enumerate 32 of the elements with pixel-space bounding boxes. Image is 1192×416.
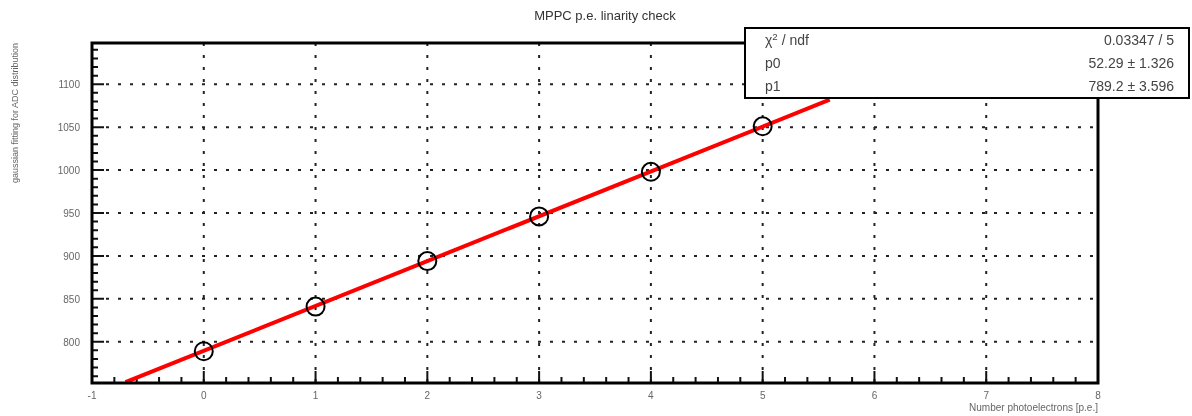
x-tick-label: 0: [201, 390, 207, 401]
y-tick-label: 950: [63, 208, 81, 219]
y-tick-label: 900: [63, 250, 81, 262]
y-tick-label: 800: [63, 336, 81, 348]
x-tick-label: 2: [424, 390, 431, 401]
x-tick-label: 3: [536, 390, 543, 401]
y-tick-label: 1050: [57, 122, 81, 134]
x-tick-label: 5: [759, 390, 766, 401]
y-tick-label: 1100: [58, 79, 81, 91]
point: [305, 296, 326, 317]
x-tick-label: -1: [87, 390, 97, 401]
point: [640, 161, 661, 182]
x-tick-label: 7: [983, 390, 990, 401]
point: [752, 116, 773, 137]
y-tick-label: 1000: [57, 165, 81, 177]
x-tick-label: 4: [648, 390, 655, 401]
point: [529, 206, 550, 227]
point: [193, 341, 214, 362]
x-axis-title: Number photoelectrons [p.e.]: [969, 402, 1099, 413]
y-axis-title: gaussian fitting for ADC distribution: [10, 43, 20, 184]
point: [417, 251, 438, 272]
annotation: p0: [765, 55, 781, 71]
x-tick-label: 1: [312, 390, 319, 401]
annotation: χ$^{2}$ / ndf: [765, 30, 810, 48]
y-tick-label: 850: [63, 293, 81, 305]
text: 0.03347 / 5: [1103, 31, 1175, 48]
x-tick-label: 8: [1095, 390, 1102, 401]
annotation: 789.2 ± 3.596: [1088, 78, 1175, 95]
annotation: 52.29 ± 1.326: [1088, 55, 1175, 71]
annotation: p1: [765, 78, 781, 95]
x-tick-label: 6: [871, 390, 878, 401]
chart-title: MPPC p.e. linarity check: [534, 8, 677, 23]
